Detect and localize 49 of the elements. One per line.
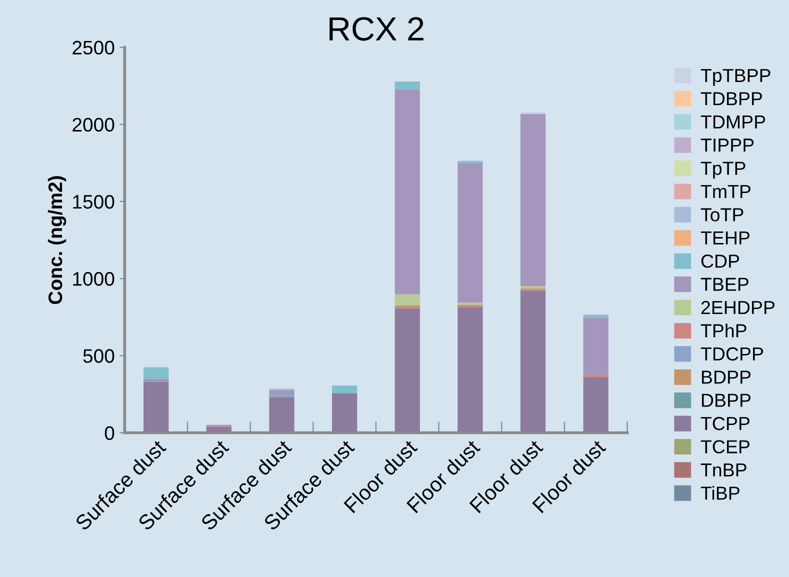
bar bbox=[520, 290, 546, 433]
legend-label: DBPP bbox=[702, 394, 751, 407]
y-tick-label: 0 bbox=[104, 426, 114, 440]
legend-label: TpTBPP bbox=[700, 69, 770, 86]
legend-label: TDCPP bbox=[700, 347, 764, 361]
legend-label: TBEP bbox=[700, 278, 748, 291]
legend-label: CDP bbox=[701, 254, 740, 268]
legend-label: TDBPP bbox=[700, 92, 762, 106]
bar bbox=[144, 378, 169, 382]
legend-label: 2EHDPP bbox=[701, 300, 774, 314]
y-tick-label: 2000 bbox=[72, 118, 114, 132]
bar bbox=[394, 82, 420, 90]
bar bbox=[583, 314, 608, 318]
bar bbox=[394, 306, 420, 308]
legend-label: TIPPP bbox=[700, 138, 754, 152]
bar bbox=[269, 397, 294, 433]
legend-label: TmTP bbox=[700, 185, 750, 198]
bar bbox=[269, 390, 294, 396]
bar bbox=[332, 386, 358, 394]
bar bbox=[458, 163, 483, 303]
y-tick-label: 2500 bbox=[72, 40, 114, 55]
y-tick-label: 1500 bbox=[73, 194, 114, 209]
bar bbox=[520, 286, 546, 289]
legend-label: TnBP bbox=[700, 464, 746, 476]
y-tick-label: 500 bbox=[83, 349, 114, 363]
legend-label: TEHP bbox=[700, 231, 750, 244]
bar bbox=[583, 318, 608, 375]
bar bbox=[583, 378, 608, 432]
bar bbox=[144, 382, 169, 433]
bar bbox=[520, 114, 546, 286]
bar bbox=[144, 368, 169, 379]
bar bbox=[458, 308, 483, 433]
bar bbox=[394, 89, 420, 294]
y-axis-title: Conc. (ng/m2) bbox=[48, 176, 66, 304]
legend-label: TPhP bbox=[700, 324, 746, 338]
bar bbox=[332, 393, 358, 433]
legend-label: TCEP bbox=[700, 440, 750, 454]
legend-label: TpTP bbox=[700, 162, 746, 179]
legend-label: BDPP bbox=[702, 370, 751, 384]
legend-label: TiBP bbox=[700, 486, 740, 500]
legend-label: TDMPP bbox=[700, 115, 766, 128]
y-tick-label: 1000 bbox=[73, 272, 114, 286]
bar bbox=[394, 294, 420, 306]
chart-title: RCX 2 bbox=[330, 17, 424, 41]
bar bbox=[458, 304, 483, 308]
legend-label: TCPP bbox=[700, 416, 750, 430]
legend-label: ToTP bbox=[700, 208, 744, 222]
bar bbox=[583, 374, 608, 378]
bar bbox=[394, 308, 420, 433]
